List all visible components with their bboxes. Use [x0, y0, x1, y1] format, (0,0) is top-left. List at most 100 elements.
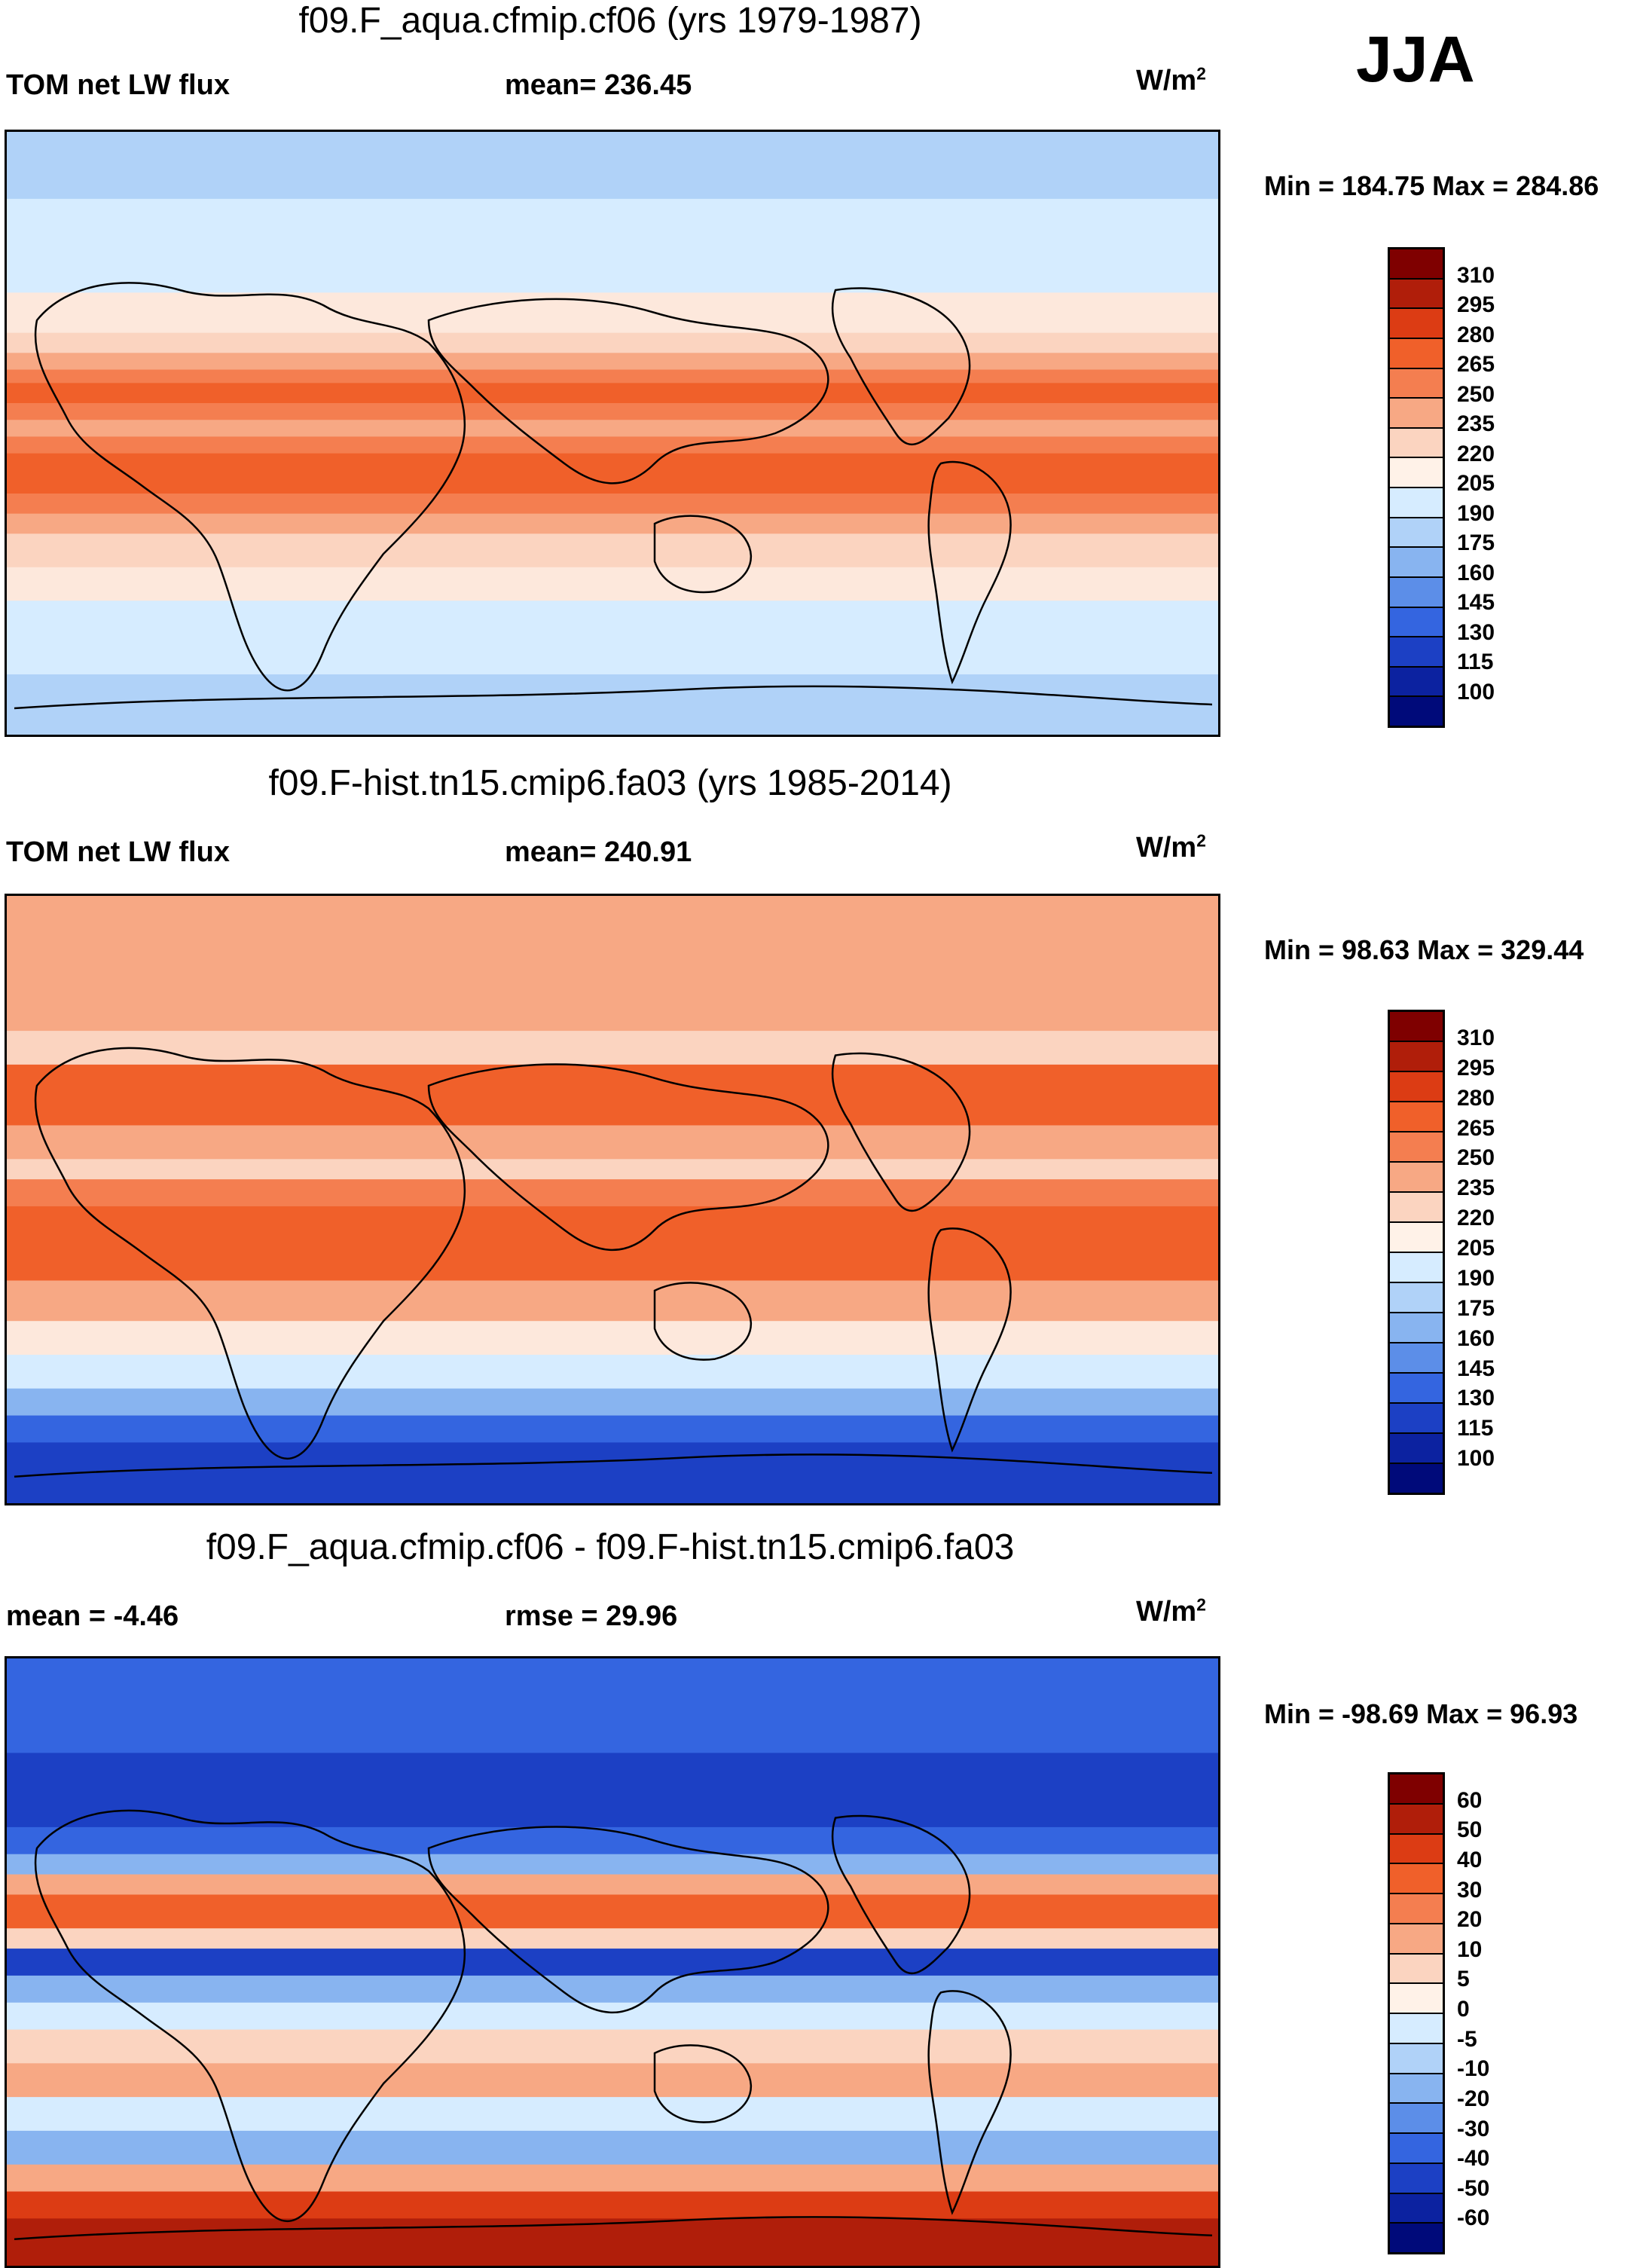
colorbar-cell-13 — [1390, 2134, 1443, 2164]
colorbar-tick-label: 205 — [1457, 1236, 1495, 1261]
contour-band-8 — [7, 1280, 1218, 1322]
colorbar-cell-16 — [1390, 2224, 1443, 2252]
colorbar-cell-1 — [1390, 1012, 1443, 1042]
colorbar-cell-5 — [1390, 1894, 1443, 1924]
colorbar-tick-label: 280 — [1457, 322, 1495, 347]
contour-band-4 — [7, 332, 1218, 353]
colorbar-cell-4 — [1390, 1864, 1443, 1894]
panel-3-min-max: Min = -98.69 Max = 96.93 — [1264, 1698, 1578, 1729]
contour-band-11 — [7, 1388, 1218, 1417]
colorbar-tick-label: 145 — [1457, 1356, 1495, 1381]
colorbar-cell-7 — [1390, 1954, 1443, 1985]
contour-band-3 — [7, 292, 1218, 334]
contour-band-15 — [7, 567, 1218, 601]
panel-1-min-max: Min = 184.75 Max = 284.86 — [1264, 170, 1599, 201]
colorbar-tick-label: 175 — [1457, 1295, 1495, 1321]
colorbar-cell-1 — [1390, 249, 1443, 280]
colorbar-cell-10 — [1390, 2043, 1443, 2074]
contour-band-9 — [7, 420, 1218, 437]
colorbar-tick-label: 115 — [1457, 1416, 1494, 1441]
panel-3-map — [5, 1656, 1220, 2268]
contour-band-14 — [7, 2130, 1218, 2166]
contour-band-16 — [7, 601, 1218, 675]
colorbar-tick-label: 60 — [1457, 1787, 1483, 1813]
colorbar-cell-11 — [1390, 2074, 1443, 2104]
panel-2-variable-label: TOM net LW flux — [6, 836, 230, 868]
contour-band-9 — [7, 1321, 1218, 1356]
panel-3-colorbar — [1388, 1772, 1445, 2254]
coastline-6 — [14, 1453, 1213, 1478]
coastline-2 — [427, 1826, 829, 2014]
coastline-2 — [427, 1063, 829, 1252]
colorbar-cell-4 — [1390, 1102, 1443, 1132]
colorbar-tick-label: 280 — [1457, 1085, 1495, 1111]
contour-band-13 — [7, 2097, 1218, 2132]
contour-band-15 — [7, 2164, 1218, 2192]
coastline-3 — [653, 2044, 753, 2123]
colorbar-tick-label: 250 — [1457, 381, 1495, 407]
colorbar-tick-label: 220 — [1457, 441, 1495, 466]
panel-1-variable-label: TOM net LW flux — [6, 69, 230, 101]
colorbar-cell-15 — [1390, 2193, 1443, 2224]
colorbar-tick-label: 20 — [1457, 1907, 1483, 1933]
colorbar-cell-5 — [1390, 1132, 1443, 1163]
colorbar-tick-label: 310 — [1457, 262, 1495, 288]
contour-band-10 — [7, 436, 1218, 454]
colorbar-cell-3 — [1390, 1072, 1443, 1102]
colorbar-tick-label: 10 — [1457, 1936, 1483, 1962]
panel-2-min-max: Min = 98.63 Max = 329.44 — [1264, 934, 1584, 965]
coastline-3 — [653, 515, 753, 594]
contour-band-5 — [7, 353, 1218, 371]
colorbar-tick-label: 100 — [1457, 679, 1495, 705]
colorbar-tick-label: 115 — [1457, 650, 1494, 674]
colorbar-cell-2 — [1390, 1042, 1443, 1072]
panel-2-mean-label: mean= 240.91 — [505, 836, 692, 868]
colorbar-tick-label: 160 — [1457, 560, 1495, 585]
colorbar-cell-12 — [1390, 2104, 1443, 2134]
colorbar-tick-label: 235 — [1457, 411, 1495, 436]
panel-3-mean-label: mean = -4.46 — [6, 1600, 179, 1632]
contour-band-3 — [7, 1064, 1218, 1126]
panel-1-units-label: W/m2 — [1136, 63, 1206, 96]
colorbar-cell-15 — [1390, 1434, 1443, 1464]
colorbar-cell-8 — [1390, 458, 1443, 488]
colorbar-cell-6 — [1390, 399, 1443, 429]
colorbar-cell-12 — [1390, 1343, 1443, 1374]
colorbar-tick-label: 145 — [1457, 590, 1495, 615]
contour-band-17 — [7, 2218, 1218, 2266]
colorbar-cell-16 — [1390, 1464, 1443, 1493]
colorbar-cell-11 — [1390, 548, 1443, 578]
coastline-6 — [14, 685, 1213, 710]
colorbar-tick-label: -40 — [1457, 2146, 1490, 2172]
contour-band-14 — [7, 533, 1218, 568]
coastline-2 — [427, 298, 829, 484]
coastline-5 — [927, 1990, 1012, 2215]
contour-band-1 — [7, 896, 1218, 1032]
colorbar-cell-13 — [1390, 607, 1443, 638]
colorbar-tick-label: 220 — [1457, 1206, 1495, 1231]
colorbar-cell-9 — [1390, 1253, 1443, 1283]
coastline-6 — [14, 2216, 1213, 2240]
colorbar-tick-label: 190 — [1457, 1265, 1495, 1291]
contour-band-13 — [7, 1442, 1218, 1503]
contour-band-2 — [7, 198, 1218, 293]
colorbar-tick-label: 50 — [1457, 1817, 1483, 1843]
colorbar-cell-10 — [1390, 518, 1443, 549]
coastline-1 — [34, 282, 466, 692]
contour-band-4 — [7, 1854, 1218, 1875]
coastline-1 — [34, 1047, 466, 1460]
coastline-1 — [34, 1809, 466, 2222]
colorbar-tick-label: 5 — [1457, 1967, 1470, 1992]
colorbar-cell-9 — [1390, 2014, 1443, 2044]
panel-2-map — [5, 894, 1220, 1505]
colorbar-cell-14 — [1390, 637, 1443, 668]
contour-band-13 — [7, 513, 1218, 534]
colorbar-cell-15 — [1390, 667, 1443, 698]
colorbar-tick-label: -50 — [1457, 2175, 1490, 2201]
colorbar-cell-7 — [1390, 428, 1443, 459]
coastline-5 — [927, 460, 1012, 685]
colorbar-tick-label: 265 — [1457, 352, 1495, 377]
panel-1-title: f09.F_aqua.cfmip.cf06 (yrs 1979-1987) — [298, 1, 922, 41]
contour-band-11 — [7, 2029, 1218, 2064]
colorbar-tick-label: 295 — [1457, 1055, 1495, 1081]
